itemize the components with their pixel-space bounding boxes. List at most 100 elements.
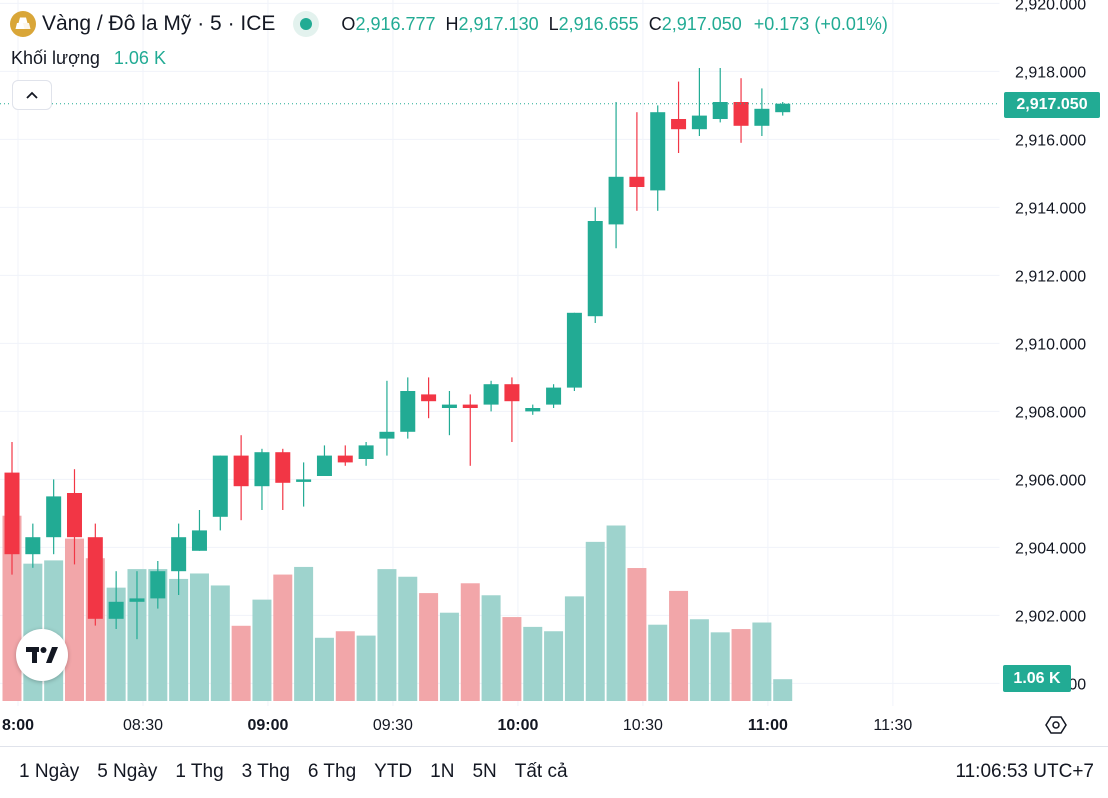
candle-body <box>233 455 249 487</box>
volume-bar <box>419 593 439 701</box>
last-price-badge: 2,917.050 <box>1004 92 1100 118</box>
candle-body <box>712 102 728 119</box>
range-tab-all[interactable]: Tất cả <box>514 761 568 782</box>
volume-bar <box>773 679 793 701</box>
volume-label[interactable]: Khối lượng <box>11 48 100 68</box>
volume-bar <box>335 631 355 701</box>
volume-bar <box>189 573 209 701</box>
time-tick-label: 8:00 <box>2 717 34 734</box>
price-tick-label: 2,910.000 <box>1015 336 1086 353</box>
candle-body <box>379 431 395 439</box>
candle-body <box>608 176 624 225</box>
time-axis[interactable]: 8:00 08:30 09:00 09:30 10:00 10:30 11:00 11:30 <box>2 717 912 734</box>
volume-bar <box>648 624 668 701</box>
candle-up <box>400 377 416 439</box>
candle-body <box>4 472 20 555</box>
volume-bar <box>294 566 314 701</box>
candle-up <box>296 462 312 507</box>
candle-body <box>483 384 499 405</box>
volume-bar <box>752 622 772 701</box>
candle-body <box>546 387 562 405</box>
candle-body <box>525 408 541 412</box>
time-tick-label: 10:00 <box>497 717 538 734</box>
volume-bar <box>377 569 397 701</box>
candle-body <box>358 445 374 459</box>
volume-bar <box>585 541 605 701</box>
range-tab-1m[interactable]: 1 Thg <box>175 761 224 782</box>
candle-up <box>712 68 728 123</box>
candle-up <box>212 455 228 531</box>
range-tab-3m[interactable]: 3 Thg <box>241 761 290 782</box>
gold-bars-icon[interactable] <box>10 11 36 37</box>
volume-bar <box>64 538 84 701</box>
candle-up <box>108 571 124 629</box>
volume-bar <box>627 568 647 701</box>
time-tick-label: 11:30 <box>873 717 912 734</box>
market-open-dot-icon[interactable] <box>293 11 320 37</box>
tradingview-logo-icon[interactable] <box>16 629 68 681</box>
candle-body <box>212 455 228 517</box>
price-tick-label: 2,908.000 <box>1015 404 1086 421</box>
symbol-title[interactable]: Vàng / Đô la Mỹ · 5 · ICE <box>42 12 276 35</box>
volume-bar <box>252 599 272 701</box>
volume-bar <box>439 612 459 701</box>
volume-bar <box>169 578 189 701</box>
candle-body <box>504 384 520 402</box>
candle-up <box>379 380 395 456</box>
candle-up <box>608 102 624 249</box>
price-tick-label: 2,902.000 <box>1015 608 1086 625</box>
volume-bar <box>669 590 689 701</box>
range-tab-1d[interactable]: 1 Ngày <box>19 761 80 782</box>
open-value: O2,916.777 <box>341 13 436 34</box>
volume-bar <box>523 626 543 701</box>
low-value: L2,916.655 <box>548 13 639 34</box>
range-tabs: 1 Ngày 5 Ngày 1 Thg 3 Thg 6 Thg YTD 1N 5… <box>10 761 577 783</box>
time-tick-label: 11:00 <box>748 717 788 734</box>
range-tab-6m[interactable]: 6 Thg <box>307 761 357 782</box>
candle-body <box>650 112 666 191</box>
candle-body <box>691 115 707 130</box>
volume-series <box>2 515 793 701</box>
candle-body <box>171 537 187 572</box>
collapse-legend-button[interactable] <box>12 80 52 110</box>
volume-bar <box>689 619 709 701</box>
range-tab-5y[interactable]: 5N <box>472 761 497 782</box>
volume-bar <box>481 595 501 701</box>
price-tick-label: 2,920.000 <box>1015 0 1086 13</box>
range-tab-5d[interactable]: 5 Ngày <box>97 761 158 782</box>
time-tick-label: 09:00 <box>247 717 288 734</box>
candle-body <box>733 102 749 126</box>
candle-up <box>129 571 145 640</box>
timezone-clock[interactable]: 11:06:53 UTC+7 <box>955 761 1094 782</box>
volume-bar <box>148 569 168 701</box>
candle-up <box>441 391 457 436</box>
chart-canvas[interactable]: 2,920.000 2,918.000 2,916.000 2,914.000 2,91… <box>0 0 1108 746</box>
volume-bar <box>210 585 230 701</box>
price-tick-label: 2,918.000 <box>1015 64 1086 81</box>
candle-body <box>462 404 478 408</box>
candle-down <box>66 469 82 565</box>
candle-up <box>150 561 166 609</box>
range-tab-1y[interactable]: 1N <box>430 761 455 782</box>
candle-up <box>358 442 374 466</box>
time-tick-label: 09:30 <box>373 717 413 734</box>
candle-body <box>316 455 332 476</box>
volume-bar <box>606 525 626 701</box>
bottom-toolbar: 1 Ngày 5 Ngày 1 Thg 3 Thg 6 Thg YTD 1N 5… <box>0 746 1108 798</box>
chart-settings-button[interactable] <box>1043 712 1069 738</box>
candle-body <box>421 394 437 402</box>
settings-hexagon-icon <box>1045 716 1067 734</box>
candle-body <box>400 391 416 432</box>
candle-up <box>191 510 207 551</box>
price-tick-label: 2,906.000 <box>1015 472 1086 489</box>
candle-down <box>462 394 478 466</box>
candle-body <box>66 493 82 538</box>
candle-body <box>108 601 124 619</box>
volume-bar <box>544 631 564 701</box>
range-tab-ytd[interactable]: YTD <box>374 761 413 782</box>
candle-series <box>4 68 791 640</box>
candle-down <box>629 112 645 211</box>
candle-body <box>629 176 645 187</box>
price-tick-label: 2,904.000 <box>1015 540 1086 557</box>
candle-body <box>566 312 582 388</box>
